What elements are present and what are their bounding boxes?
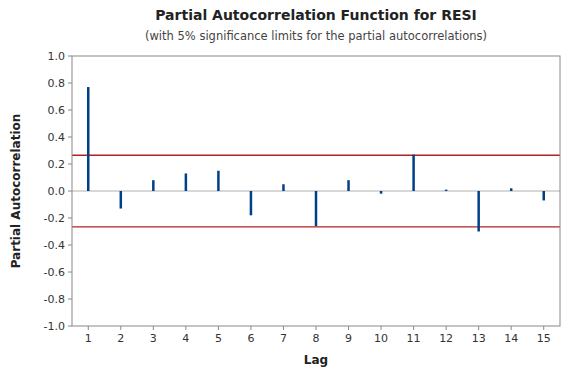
pacf-stem [477, 191, 480, 232]
x-tick-label: 6 [247, 332, 254, 345]
y-tick-label: 0.0 [48, 185, 66, 198]
y-tick [68, 326, 72, 327]
y-tick [68, 218, 72, 219]
pacf-stem [510, 188, 513, 191]
pacf-stem [347, 180, 350, 191]
y-tick [68, 83, 72, 84]
chart: Partial Autocorrelation Function for RES… [0, 0, 576, 384]
pacf-stem [380, 191, 383, 194]
x-tick-label: 13 [472, 332, 486, 345]
y-tick-label: 0.4 [48, 131, 66, 144]
pacf-stem [445, 190, 448, 191]
pacf-stem [87, 87, 90, 191]
pacf-stem [542, 191, 545, 200]
x-tick-label: 3 [150, 332, 157, 345]
x-tick-label: 11 [407, 332, 421, 345]
plot-area [72, 56, 560, 326]
y-axis: -1.0 -0.8 -0.6 -0.4 -0.2 0.0 0.2 0.4 0.6 0.8 1.0 [44, 50, 72, 333]
x-tick-label: 4 [182, 332, 189, 345]
x-axis-label: Lag [304, 353, 328, 367]
y-tick-label: 0.8 [48, 77, 66, 90]
pacf-stem [315, 191, 318, 226]
pacf-stem [412, 155, 415, 191]
x-tick [250, 326, 251, 330]
x-tick-label: 1 [85, 332, 92, 345]
title: Partial Autocorrelation Function for RES… [155, 7, 477, 23]
significance-limit [72, 155, 560, 156]
significance-limit [72, 226, 560, 227]
y-tick-label: -0.4 [44, 239, 65, 252]
x-tick-label: 5 [215, 332, 222, 345]
y-tick [68, 137, 72, 138]
x-tick-label: 14 [504, 332, 518, 345]
y-tick-label: -0.6 [44, 266, 65, 279]
x-tick [348, 326, 349, 330]
x-tick [88, 326, 89, 330]
y-tick [68, 272, 72, 273]
x-tick [543, 326, 544, 330]
x-tick [381, 326, 382, 330]
y-tick [68, 110, 72, 111]
y-tick-label: -0.8 [44, 293, 65, 306]
x-tick [316, 326, 317, 330]
x-tick-label: 7 [280, 332, 287, 345]
x-tick [446, 326, 447, 330]
y-tick [68, 299, 72, 300]
subtitle: (with 5% significance limits for the par… [145, 29, 487, 43]
y-tick-label: -1.0 [44, 320, 65, 333]
x-tick-label: 9 [345, 332, 352, 345]
y-tick-label: 0.6 [48, 104, 66, 117]
x-tick-label: 2 [117, 332, 124, 345]
x-tick [153, 326, 154, 330]
pacf-stem [152, 180, 155, 191]
x-tick-label: 12 [439, 332, 453, 345]
x-tick-label: 15 [537, 332, 551, 345]
x-tick [413, 326, 414, 330]
pacf-stem [250, 191, 253, 215]
y-tick-label: 1.0 [48, 50, 66, 63]
x-axis: 123456789101112131415 [85, 326, 551, 345]
x-tick [283, 326, 284, 330]
y-tick [68, 245, 72, 246]
y-axis-label: Partial Autocorrelation [9, 114, 23, 269]
y-tick [68, 56, 72, 57]
pacf-stem [282, 184, 285, 191]
pacf-stem [185, 173, 188, 191]
x-tick [218, 326, 219, 330]
pacf-stem [120, 191, 123, 209]
x-tick [185, 326, 186, 330]
y-tick [68, 164, 72, 165]
x-tick [511, 326, 512, 330]
y-tick [68, 191, 72, 192]
plot-frame [72, 56, 560, 326]
y-tick-label: 0.2 [48, 158, 66, 171]
x-tick-label: 8 [313, 332, 320, 345]
x-tick-label: 10 [374, 332, 388, 345]
x-tick [120, 326, 121, 330]
x-tick [478, 326, 479, 330]
plot-marks [72, 87, 560, 231]
y-tick-label: -0.2 [44, 212, 65, 225]
pacf-stem [217, 171, 220, 191]
